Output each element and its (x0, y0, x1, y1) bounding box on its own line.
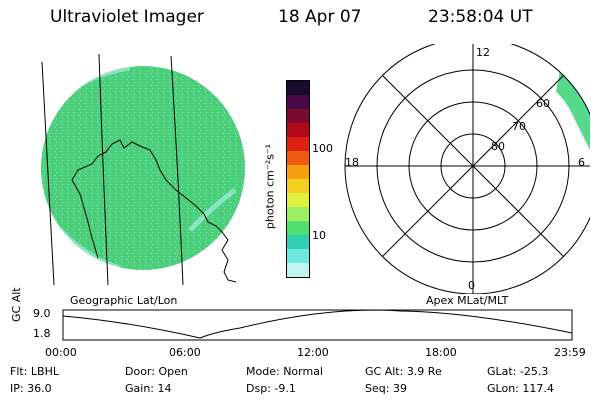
color-bar (286, 80, 310, 278)
colorbar-segment (287, 123, 309, 137)
polar-lat-80: 80 (491, 140, 505, 153)
polar-plot (344, 44, 590, 294)
caption-geographic: Geographic Lat/Lon (70, 294, 178, 307)
colorbar-segment (287, 95, 309, 109)
polar-ring-outer (344, 44, 590, 294)
colorbar-segment (287, 151, 309, 165)
info-door: Door: Open (125, 365, 188, 378)
colorbar-tick-100: 100 (312, 142, 333, 155)
altitude-tick-top: 9.0 (33, 307, 51, 320)
colorbar-segment (287, 165, 309, 179)
info-seq: Seq: 39 (365, 382, 407, 395)
polar-lat-60: 60 (536, 97, 550, 110)
x-tick-0000: 00:00 (45, 346, 77, 359)
info-ip: IP: 36.0 (10, 382, 52, 395)
info-glon: GLon: 117.4 (487, 382, 554, 395)
colorbar-segment (287, 263, 309, 277)
instrument-title: Ultraviolet Imager (50, 7, 204, 27)
altitude-curve (62, 309, 573, 339)
info-glat: GLat: -25.3 (487, 365, 549, 378)
altitude-plot-frame (62, 309, 573, 341)
polar-label-6: 6 (578, 156, 585, 169)
polar-label-18: 18 (345, 156, 359, 169)
colorbar-segment (287, 193, 309, 207)
colorbar-unit-label: photon cm⁻²s⁻¹ (263, 143, 277, 230)
colorbar-tick-10: 10 (312, 229, 326, 242)
polar-label-0: 0 (468, 279, 475, 292)
geographic-image (41, 53, 245, 286)
altitude-plot (62, 309, 573, 341)
info-flt: Flt: LBHL (10, 365, 59, 378)
x-tick-0600: 06:00 (169, 346, 201, 359)
info-gain: Gain: 14 (125, 382, 172, 395)
altitude-ylabel: GC Alt (10, 287, 23, 322)
time-label: 23:58:04 UT (428, 7, 533, 27)
x-tick-2359: 23:59 (554, 346, 586, 359)
colorbar-segment (287, 235, 309, 249)
colorbar-segment (287, 81, 309, 95)
colorbar-segment (287, 179, 309, 193)
info-dsp: Dsp: -9.1 (246, 382, 296, 395)
polar-diagonal-2 (382, 75, 564, 257)
coastline (71, 139, 237, 283)
colorbar-segment (287, 109, 309, 123)
info-mode: Mode: Normal (246, 365, 323, 378)
colorbar-segment (287, 221, 309, 235)
x-tick-1800: 18:00 (425, 346, 457, 359)
colorbar-segment (287, 249, 309, 263)
polar-label-12: 12 (476, 46, 490, 59)
earth-disk (41, 66, 245, 270)
altitude-tick-bottom: 1.8 (33, 327, 51, 340)
date-label: 18 Apr 07 (278, 7, 362, 27)
info-gc-alt: GC Alt: 3.9 Re (365, 365, 442, 378)
caption-apex: Apex MLat/MLT (426, 294, 509, 307)
polar-lat-70: 70 (512, 120, 526, 133)
colorbar-segment (287, 207, 309, 221)
x-tick-1200: 12:00 (297, 346, 329, 359)
colorbar-segment (287, 137, 309, 151)
meridian-lines (41, 53, 184, 286)
